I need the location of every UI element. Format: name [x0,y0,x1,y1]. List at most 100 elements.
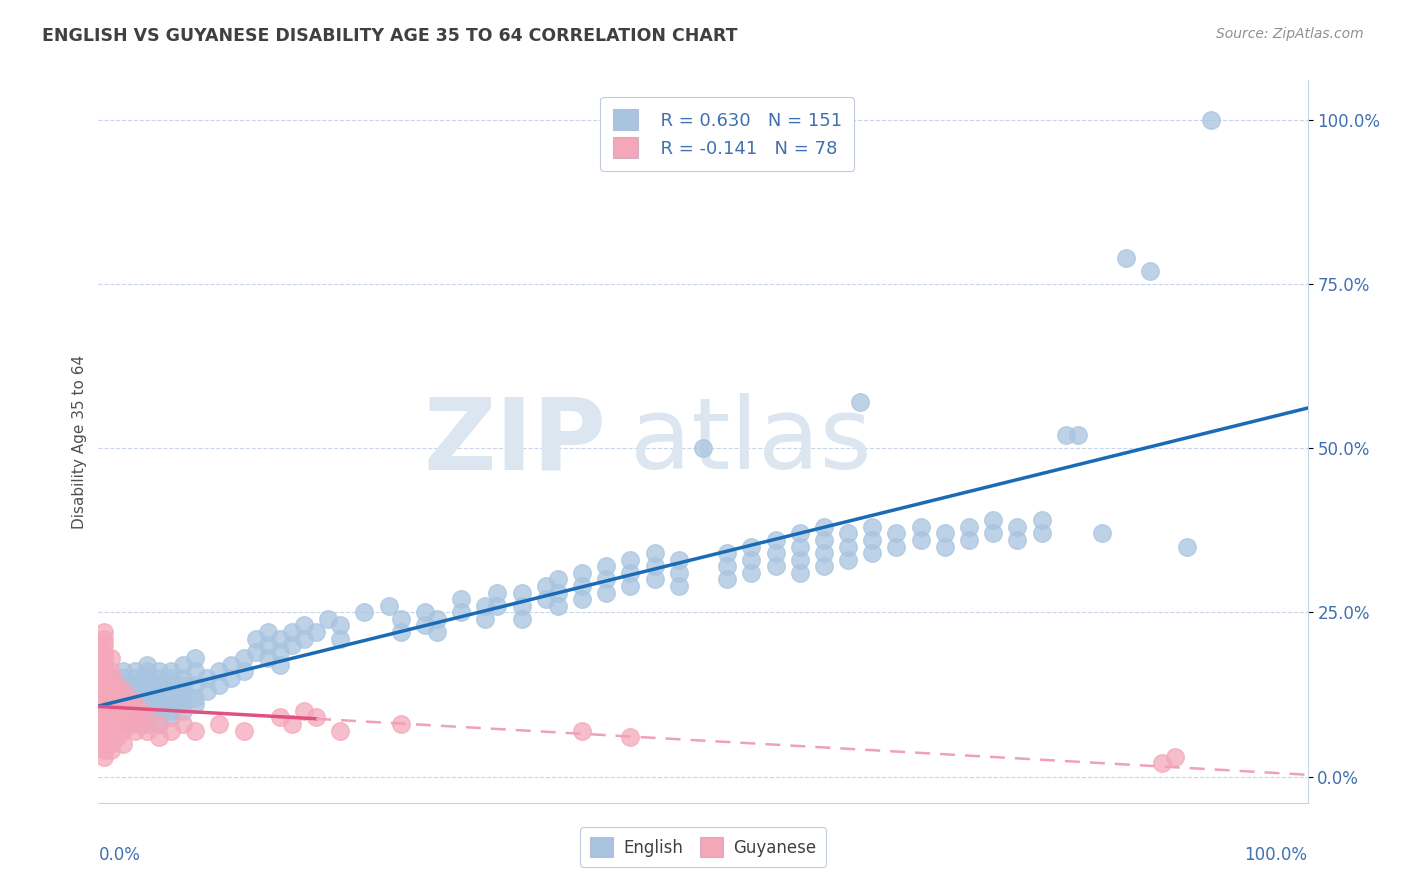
Point [135,717,157,731]
Point [111,723,134,738]
Text: ZIP: ZIP [423,393,606,490]
Point [232,651,254,665]
Point [124,717,146,731]
Point [281,625,304,640]
Point [644,559,666,574]
Point [1067,428,1090,442]
Point [160,723,183,738]
Point [129,717,152,731]
Point [510,585,533,599]
Point [510,599,533,613]
Point [619,566,641,580]
Point [534,579,557,593]
Point [716,559,738,574]
Point [208,717,231,731]
Point [135,690,157,705]
Point [389,625,412,640]
Point [124,710,146,724]
Point [837,553,859,567]
Point [93,723,115,738]
Point [118,704,141,718]
Point [668,579,690,593]
Point [172,704,194,718]
Legend: English, Guyanese: English, Guyanese [579,828,827,867]
Point [93,690,115,705]
Point [100,690,122,705]
Point [1163,749,1185,764]
Point [93,645,115,659]
Point [426,625,449,640]
Point [148,717,170,731]
Point [93,632,115,646]
Point [100,677,122,691]
Point [1152,756,1174,771]
Point [135,704,157,718]
Point [93,749,115,764]
Point [184,651,207,665]
Point [329,618,352,632]
Point [474,612,496,626]
Point [413,605,436,619]
Point [184,665,207,679]
Point [148,710,170,724]
Point [135,671,157,685]
Point [389,612,412,626]
Point [111,698,134,712]
Point [292,704,315,718]
Point [100,730,122,744]
Point [100,704,122,718]
Point [886,526,908,541]
Point [93,710,115,724]
Text: ENGLISH VS GUYANESE DISABILITY AGE 35 TO 64 CORRELATION CHART: ENGLISH VS GUYANESE DISABILITY AGE 35 TO… [42,27,738,45]
Point [534,592,557,607]
Point [450,605,472,619]
Point [135,710,157,724]
Point [172,671,194,685]
Point [111,710,134,724]
Point [148,665,170,679]
Point [135,698,157,712]
Point [111,717,134,731]
Point [93,651,115,665]
Point [93,638,115,652]
Point [292,618,315,632]
Point [595,573,617,587]
Point [740,566,762,580]
Point [100,743,122,757]
Point [886,540,908,554]
Point [184,723,207,738]
Point [1175,540,1198,554]
Point [93,677,115,691]
Point [100,651,122,665]
Point [571,592,593,607]
Point [245,645,267,659]
Point [105,730,128,744]
Point [765,546,787,560]
Point [135,684,157,698]
Point [716,573,738,587]
Point [256,651,278,665]
Point [148,704,170,718]
Point [93,743,115,757]
Point [160,665,183,679]
Point [329,723,352,738]
Point [124,690,146,705]
Point [450,592,472,607]
Point [184,677,207,691]
Point [124,665,146,679]
Point [668,553,690,567]
Point [377,599,399,613]
Point [100,710,122,724]
Point [93,737,115,751]
Point [172,690,194,705]
Point [208,665,231,679]
Point [981,526,1004,541]
Point [716,546,738,560]
Point [111,710,134,724]
Point [837,526,859,541]
Point [105,698,128,712]
Point [93,704,115,718]
Point [93,684,115,698]
Point [100,717,122,731]
Point [281,638,304,652]
